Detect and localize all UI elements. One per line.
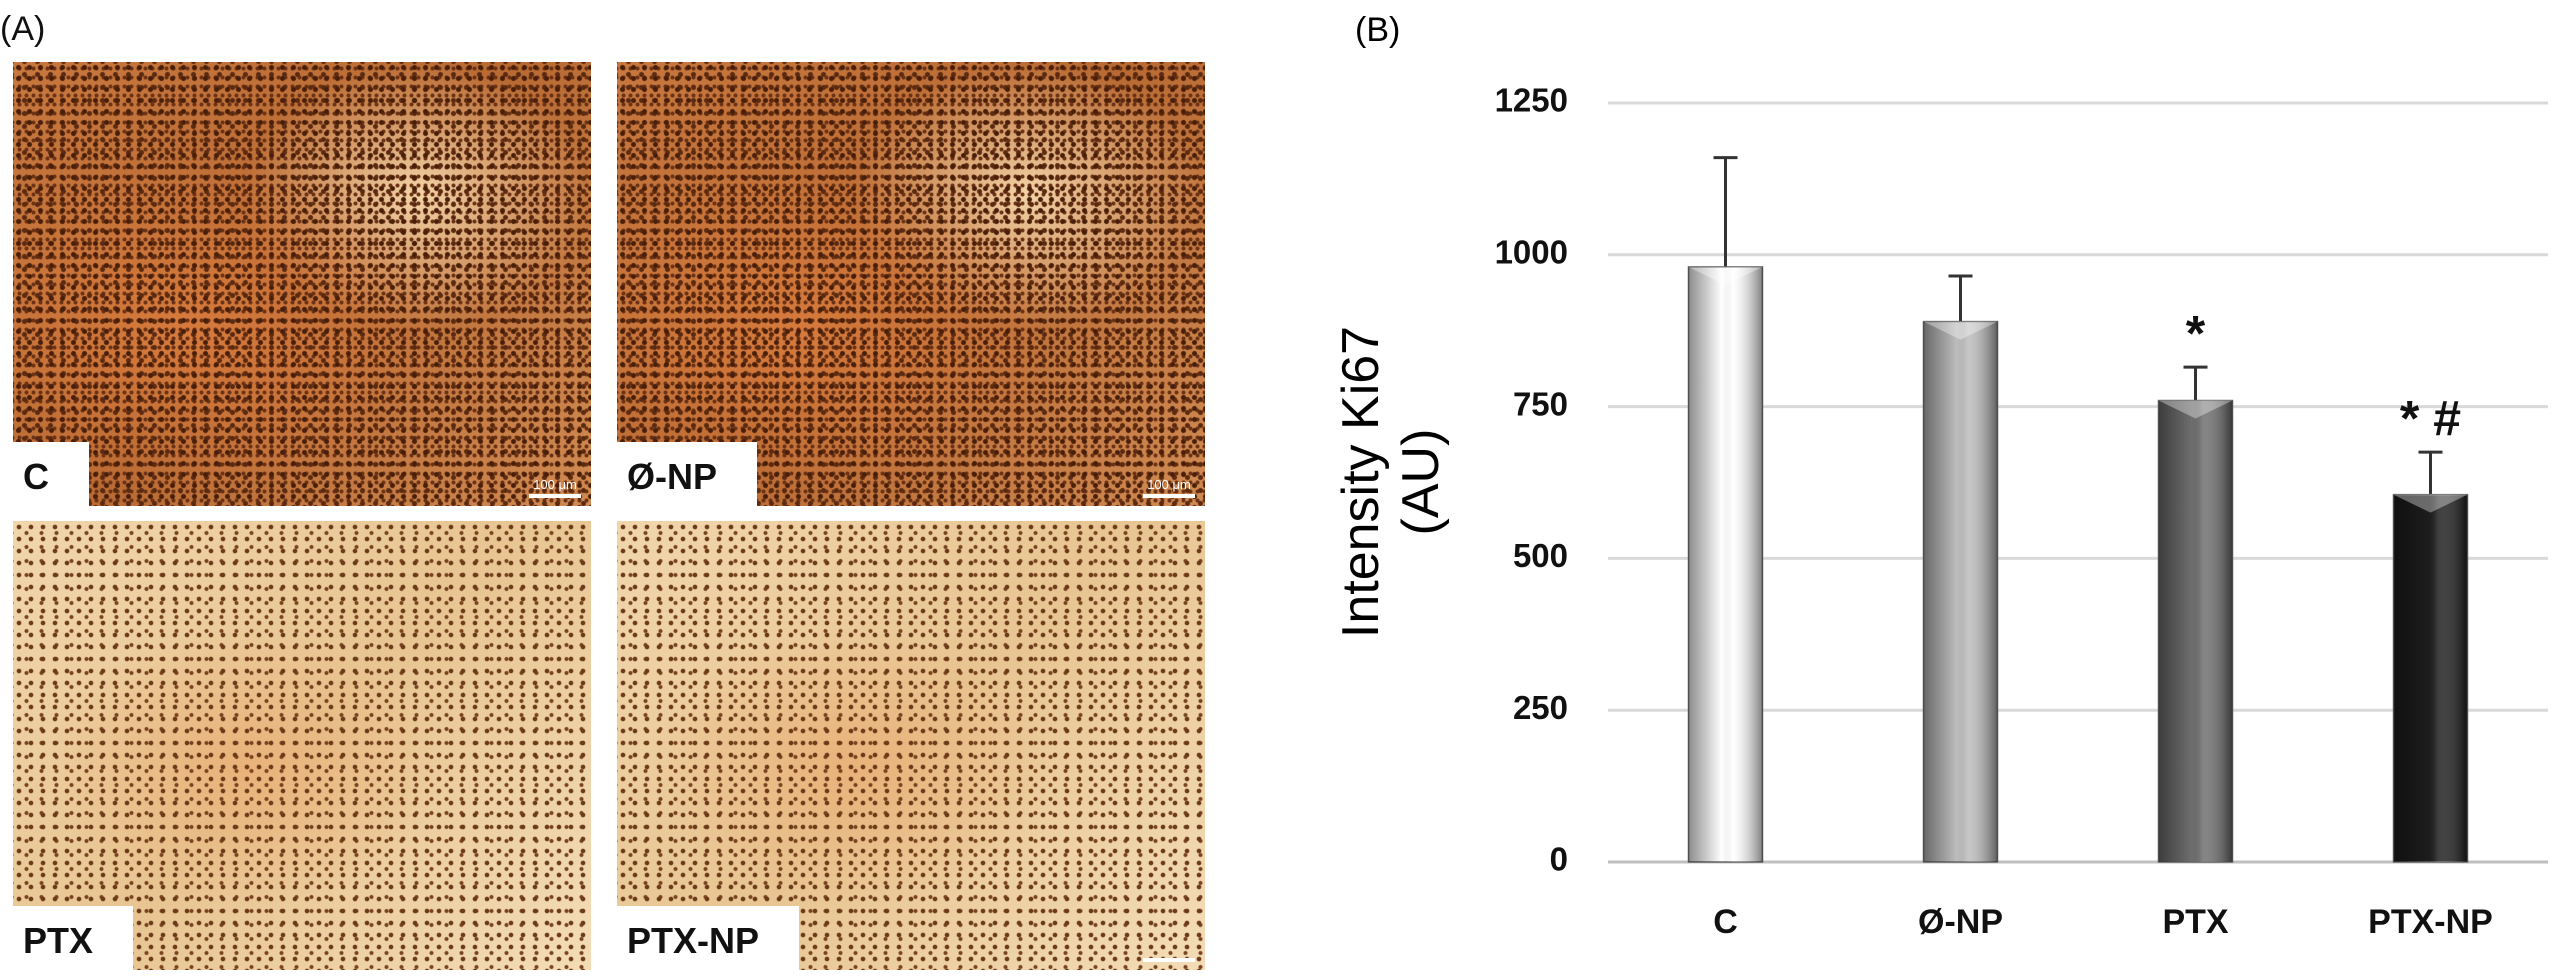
- bar: [2157, 399, 2234, 863]
- panel-label: (A): [0, 10, 46, 48]
- y-tick-label: 500: [1513, 537, 1568, 574]
- micrograph-label: C: [13, 442, 89, 506]
- scale-bar: [1143, 956, 1195, 962]
- x-tick-label: C: [1713, 903, 1738, 941]
- scale-bar: 100 μm: [1143, 477, 1195, 498]
- micrograph: PTX: [13, 521, 591, 970]
- bar: [2392, 493, 2469, 863]
- micrograph: C 100 μm: [13, 62, 591, 506]
- x-tick-label: Ø-NP: [1918, 903, 2003, 941]
- y-tick-label: 0: [1550, 841, 1568, 878]
- scale-label: 100 μm: [533, 477, 577, 492]
- panel-label: (B): [1355, 11, 1400, 49]
- y-tick-label: 1250: [1495, 82, 1568, 119]
- scale-label: 100 μm: [1147, 477, 1191, 492]
- micrograph-label: PTX-NP: [617, 906, 800, 970]
- micrograph: PTX-NP: [617, 521, 1205, 970]
- y-axis-label: Intensity Ki67: [1332, 326, 1390, 638]
- y-axis-label: (AU): [1392, 429, 1450, 536]
- y-tick-label: 250: [1513, 689, 1568, 726]
- scale-bar: 100 μm: [529, 477, 581, 498]
- micrograph: Ø-NP 100 μm: [617, 62, 1205, 506]
- bar-shade: [1923, 321, 1998, 862]
- micrograph-label: PTX: [13, 906, 134, 970]
- x-tick-label: PTX: [2162, 903, 2228, 941]
- bar-shade: [2158, 400, 2233, 862]
- annotation: *: [2186, 305, 2206, 361]
- micrograph-label: Ø-NP: [617, 442, 757, 506]
- bar: [1922, 320, 1999, 863]
- bar-bevel: [1688, 266, 1763, 285]
- bar-bevel: [2393, 494, 2468, 513]
- bar-shade: [1688, 266, 1763, 863]
- bar-shade: [2393, 494, 2468, 862]
- y-tick-label: 1000: [1495, 234, 1568, 271]
- y-tick-label: 750: [1513, 385, 1568, 422]
- bar: [1687, 266, 1764, 863]
- bar-bevel: [2158, 400, 2233, 419]
- bar-bevel: [1923, 321, 1998, 340]
- annotation: * #: [2400, 390, 2461, 446]
- x-tick-label: PTX-NP: [2368, 903, 2493, 941]
